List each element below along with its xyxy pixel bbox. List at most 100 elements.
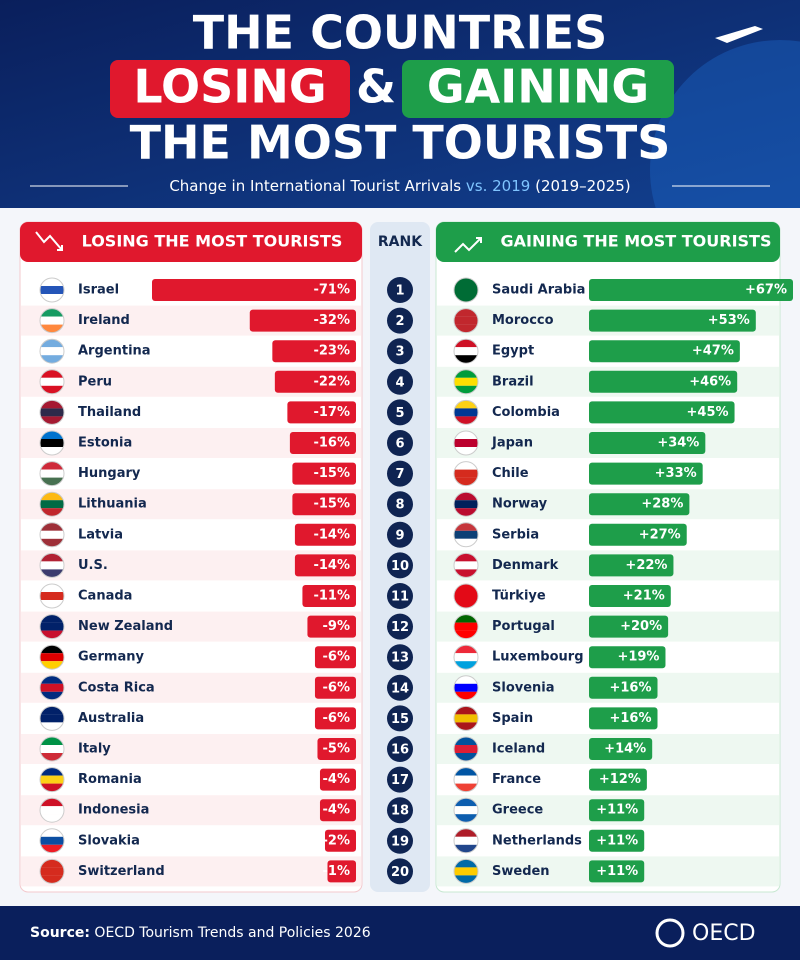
flag-border [453,858,479,884]
flag-band [454,492,478,501]
flag-border [39,767,65,793]
country-label: Chile [492,466,529,481]
bar [589,523,687,546]
value-label: -2% [323,833,350,848]
flag-band [454,630,478,639]
flag-band [40,683,64,692]
flag [40,584,64,608]
rank-badge [387,705,413,732]
bar [589,493,690,516]
flag-band [454,592,478,600]
flag-band [454,508,478,517]
flag-border [453,461,479,487]
rank-badge [387,277,413,303]
losing-box [110,60,350,118]
country-label: Germany [78,650,144,665]
rank-badge [387,491,413,518]
flag-border [453,644,479,670]
flag-band [454,569,478,578]
rank-badge [387,858,413,885]
flag-band [454,355,478,364]
flag-band [454,369,478,378]
bar [589,768,647,791]
value-label: +34% [657,436,699,451]
flag-border [39,369,65,395]
value-label: +11% [596,803,638,818]
flag-band [454,645,478,654]
flag-band [454,584,478,592]
flag-border [453,308,479,334]
rank-badge [387,736,413,762]
value-label: -14% [313,527,350,542]
title-gaining: GAINING [427,60,649,114]
bar [272,340,356,363]
bar [302,585,356,607]
flag-band [40,836,64,845]
bar [589,401,735,424]
flag-band [40,630,64,639]
flag-band [454,561,478,570]
value-label: +16% [609,680,651,695]
flag-band [40,859,64,868]
flag-band [40,828,64,837]
flag-band [454,477,478,486]
flag-band [40,553,64,562]
flag-band [454,875,478,884]
flag-band [40,798,64,807]
value-label: -6% [323,650,350,665]
rank-badge [387,766,413,793]
flag-band [40,316,64,325]
country-label: U.S. [78,558,108,573]
rank: 20 [391,865,409,880]
country-label: Portugal [492,619,555,634]
bar [152,279,356,301]
flag-band [40,875,64,884]
flag-band [40,584,64,592]
flag [40,369,64,394]
country-label: Netherlands [492,833,582,848]
rank: 15 [391,712,409,727]
rank-badge [387,521,413,548]
country-label: Italy [78,742,111,757]
bar [292,493,356,516]
country-label: Spain [492,711,533,726]
value-label: -9% [323,619,350,634]
down-icon [35,231,63,251]
flag-band [40,530,64,539]
flag-band [454,286,478,294]
flag-band [40,355,64,364]
source: Source: OECD Tourism Trends and Policies… [30,925,371,941]
value-label: -14% [313,558,350,573]
bar [589,554,674,577]
flag-band [40,867,64,876]
rank: 5 [395,406,404,421]
flag-band [454,783,478,792]
flag-band [40,294,64,302]
value-label: -5% [323,742,350,757]
flag-border [453,736,479,762]
flag [40,492,64,517]
plane [715,26,763,43]
country-label: France [492,772,541,787]
flag-band [454,675,478,684]
flag-border [453,797,479,823]
bar [294,554,356,577]
flag [454,369,478,394]
flag [454,737,478,761]
logo: OECD [692,921,756,946]
bar [319,768,356,791]
flag-band [40,645,64,654]
title-losing: LOSING [133,60,326,114]
flag [454,461,478,486]
flag-band [454,722,478,731]
rank: 11 [391,590,409,605]
flag-border [453,277,479,303]
flag-band [454,385,478,394]
flag [454,431,478,455]
flag-band [454,400,478,409]
flag-band [40,783,64,792]
flag-border [39,797,65,823]
flag [454,675,478,700]
flag-band [40,377,64,386]
flag-band [40,561,64,570]
